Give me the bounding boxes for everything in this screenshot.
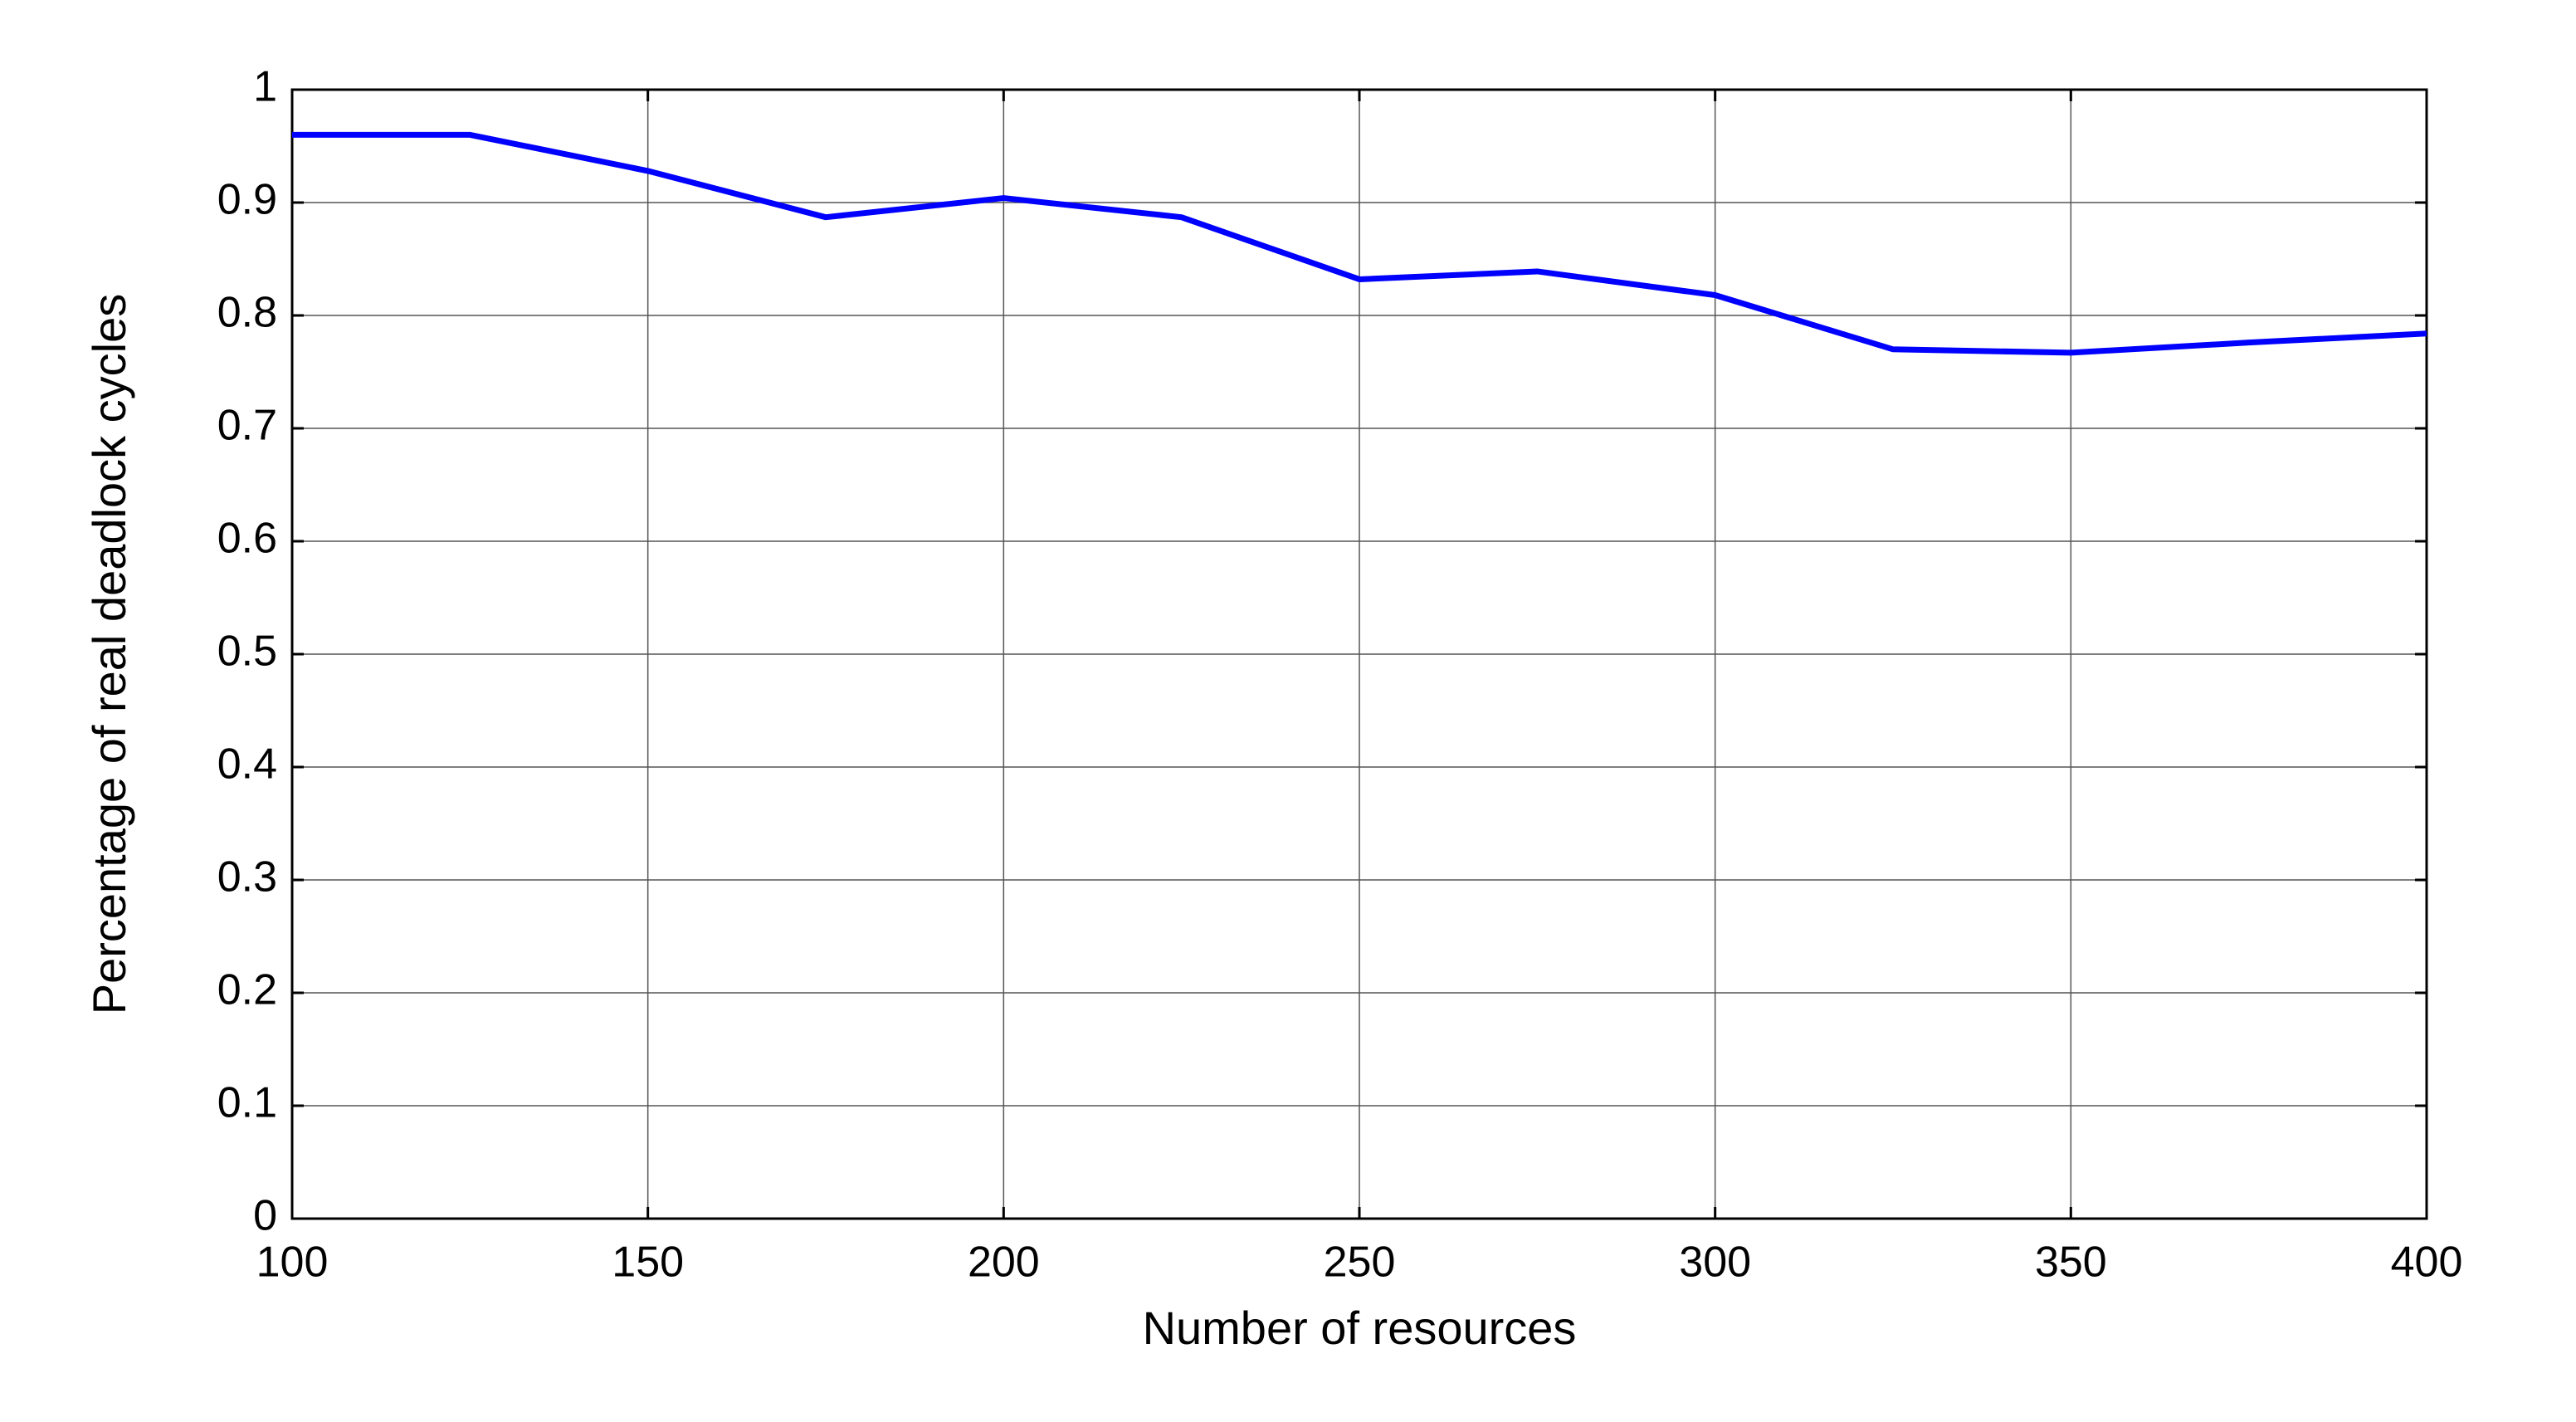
x-tick-label: 100 [256, 1239, 329, 1287]
y-tick-label: 0 [253, 1192, 277, 1240]
y-tick-label: 0.1 [217, 1079, 277, 1127]
y-tick-label: 0.3 [217, 853, 277, 902]
y-tick-label: 0.2 [217, 966, 277, 1014]
x-axis-label: Number of resources [1143, 1302, 1577, 1354]
x-tick-label: 400 [2391, 1239, 2463, 1287]
y-axis-label: Percentage of real deadlock cycles [83, 294, 135, 1015]
y-tick-label: 1 [253, 63, 277, 111]
plot-frame [290, 88, 2428, 1220]
y-tick-label: 0.7 [217, 402, 277, 450]
y-tick-label: 0.8 [217, 289, 277, 337]
x-tick-label: 300 [1679, 1239, 1751, 1287]
x-tick-label: 150 [612, 1239, 684, 1287]
y-tick-label: 0.5 [217, 628, 277, 676]
x-tick-label: 200 [968, 1239, 1040, 1287]
y-tick-label: 0.6 [217, 515, 277, 563]
y-tick-label: 0.4 [217, 740, 277, 789]
x-tick-label: 250 [1324, 1239, 1396, 1287]
y-tick-label: 0.9 [217, 176, 277, 224]
data-line [292, 131, 2427, 356]
x-tick-label: 350 [2035, 1239, 2107, 1287]
